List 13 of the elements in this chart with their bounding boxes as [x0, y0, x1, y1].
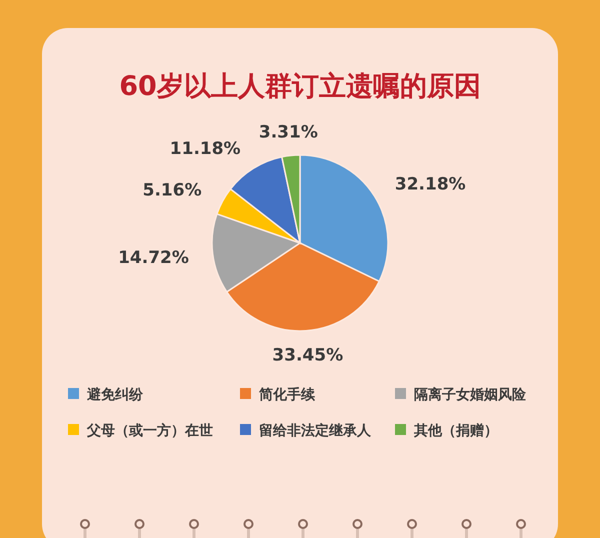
- legend-label: 简化手续: [258, 386, 316, 403]
- legend-label: 隔离子女婚姻风险: [414, 386, 527, 403]
- data-label: 14.72%: [118, 248, 189, 268]
- legend-label: 其他（捐赠）: [413, 422, 498, 439]
- legend-label: 父母（或一方）在世: [86, 422, 213, 439]
- legend-label: 留给非法定继承人: [259, 422, 372, 439]
- data-label: 3.31%: [258, 122, 318, 143]
- data-label: 5.16%: [142, 180, 202, 200]
- data-label: 33.45%: [272, 346, 344, 366]
- legend-label: 避免纠纷: [86, 386, 144, 403]
- data-label: 11.18%: [170, 139, 241, 160]
- chart-title: 60岁以上人群订立遗嘱的原因: [119, 71, 481, 102]
- data-label: 32.18%: [394, 174, 466, 194]
